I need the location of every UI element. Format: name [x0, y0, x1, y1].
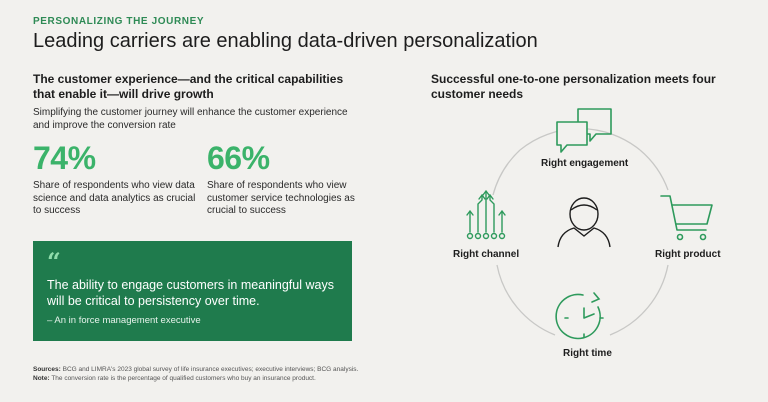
clock-icon — [555, 292, 604, 340]
stat-data-science: 74% Share of respondents who view data s… — [33, 140, 203, 218]
note-text: The conversion rate is the percentage of… — [51, 375, 316, 382]
quote-box: “ The ability to engage customers in mea… — [33, 241, 352, 341]
left-subheading: Simplifying the customer journey will en… — [33, 107, 348, 131]
clock-face — [555, 293, 601, 340]
cart-wheel — [699, 233, 707, 241]
node-label-channel: Right channel — [453, 249, 520, 260]
chat-bubble-front — [556, 121, 588, 153]
quote-attribution: – An in force management executive — [47, 315, 201, 326]
quote-text: The ability to engage customers in meani… — [47, 278, 334, 308]
circuit-node — [498, 232, 506, 240]
circuit-arrows-icon — [466, 189, 506, 240]
node-label-product: Right product — [655, 249, 721, 260]
person-shoulders — [557, 227, 611, 248]
quote-mark-icon: “ — [47, 247, 61, 276]
stat-description: Share of respondents who view data scien… — [33, 180, 196, 216]
cart-handle — [660, 195, 707, 231]
circuit-line — [489, 195, 495, 233]
ring-arc-bottom-left — [496, 264, 556, 336]
clock-ticks — [564, 317, 604, 338]
cart-wheel — [676, 233, 684, 241]
sources-label: Sources: — [33, 366, 61, 373]
sources-text: BCG and LIMRA's 2023 global survey of li… — [62, 366, 359, 373]
chat-bubbles-icon — [556, 108, 612, 153]
stat-description: Share of respondents who view customer s… — [207, 180, 355, 216]
stat-value: 74% — [33, 140, 96, 176]
ring-arc-top-left — [492, 149, 521, 196]
ring-arc-right-upper — [639, 149, 669, 191]
person-hair — [570, 204, 598, 211]
node-label-time: Right time — [563, 348, 612, 359]
stat-value: 66% — [207, 140, 270, 176]
person-head — [569, 197, 599, 231]
cart-basket — [671, 204, 713, 225]
sources-note: Sources: BCG and LIMRA's 2023 global sur… — [33, 365, 593, 383]
right-heading: Successful one-to-one personalization me… — [431, 72, 716, 101]
page-title: Leading carriers are enabling data-drive… — [33, 30, 538, 52]
circuit-arrowheads — [466, 189, 506, 216]
person-icon — [557, 197, 611, 248]
left-heading: The customer experience—and the critical… — [33, 72, 344, 101]
circuit-node — [474, 232, 482, 240]
shopping-cart-icon — [660, 195, 713, 241]
note-label: Note: — [33, 375, 50, 382]
stat-customer-service: 66% Share of respondents who view custom… — [207, 140, 377, 218]
circuit-node — [482, 232, 490, 240]
clock-arrow — [591, 292, 601, 303]
ring-arc-bottom-right — [609, 264, 669, 336]
clock-hands — [583, 307, 595, 319]
node-label-engagement: Right engagement — [541, 158, 629, 169]
circuit-node — [466, 232, 474, 240]
eyebrow: PERSONALIZING THE JOURNEY — [33, 16, 205, 27]
circuit-node — [490, 232, 498, 240]
circuit-line — [477, 195, 483, 233]
